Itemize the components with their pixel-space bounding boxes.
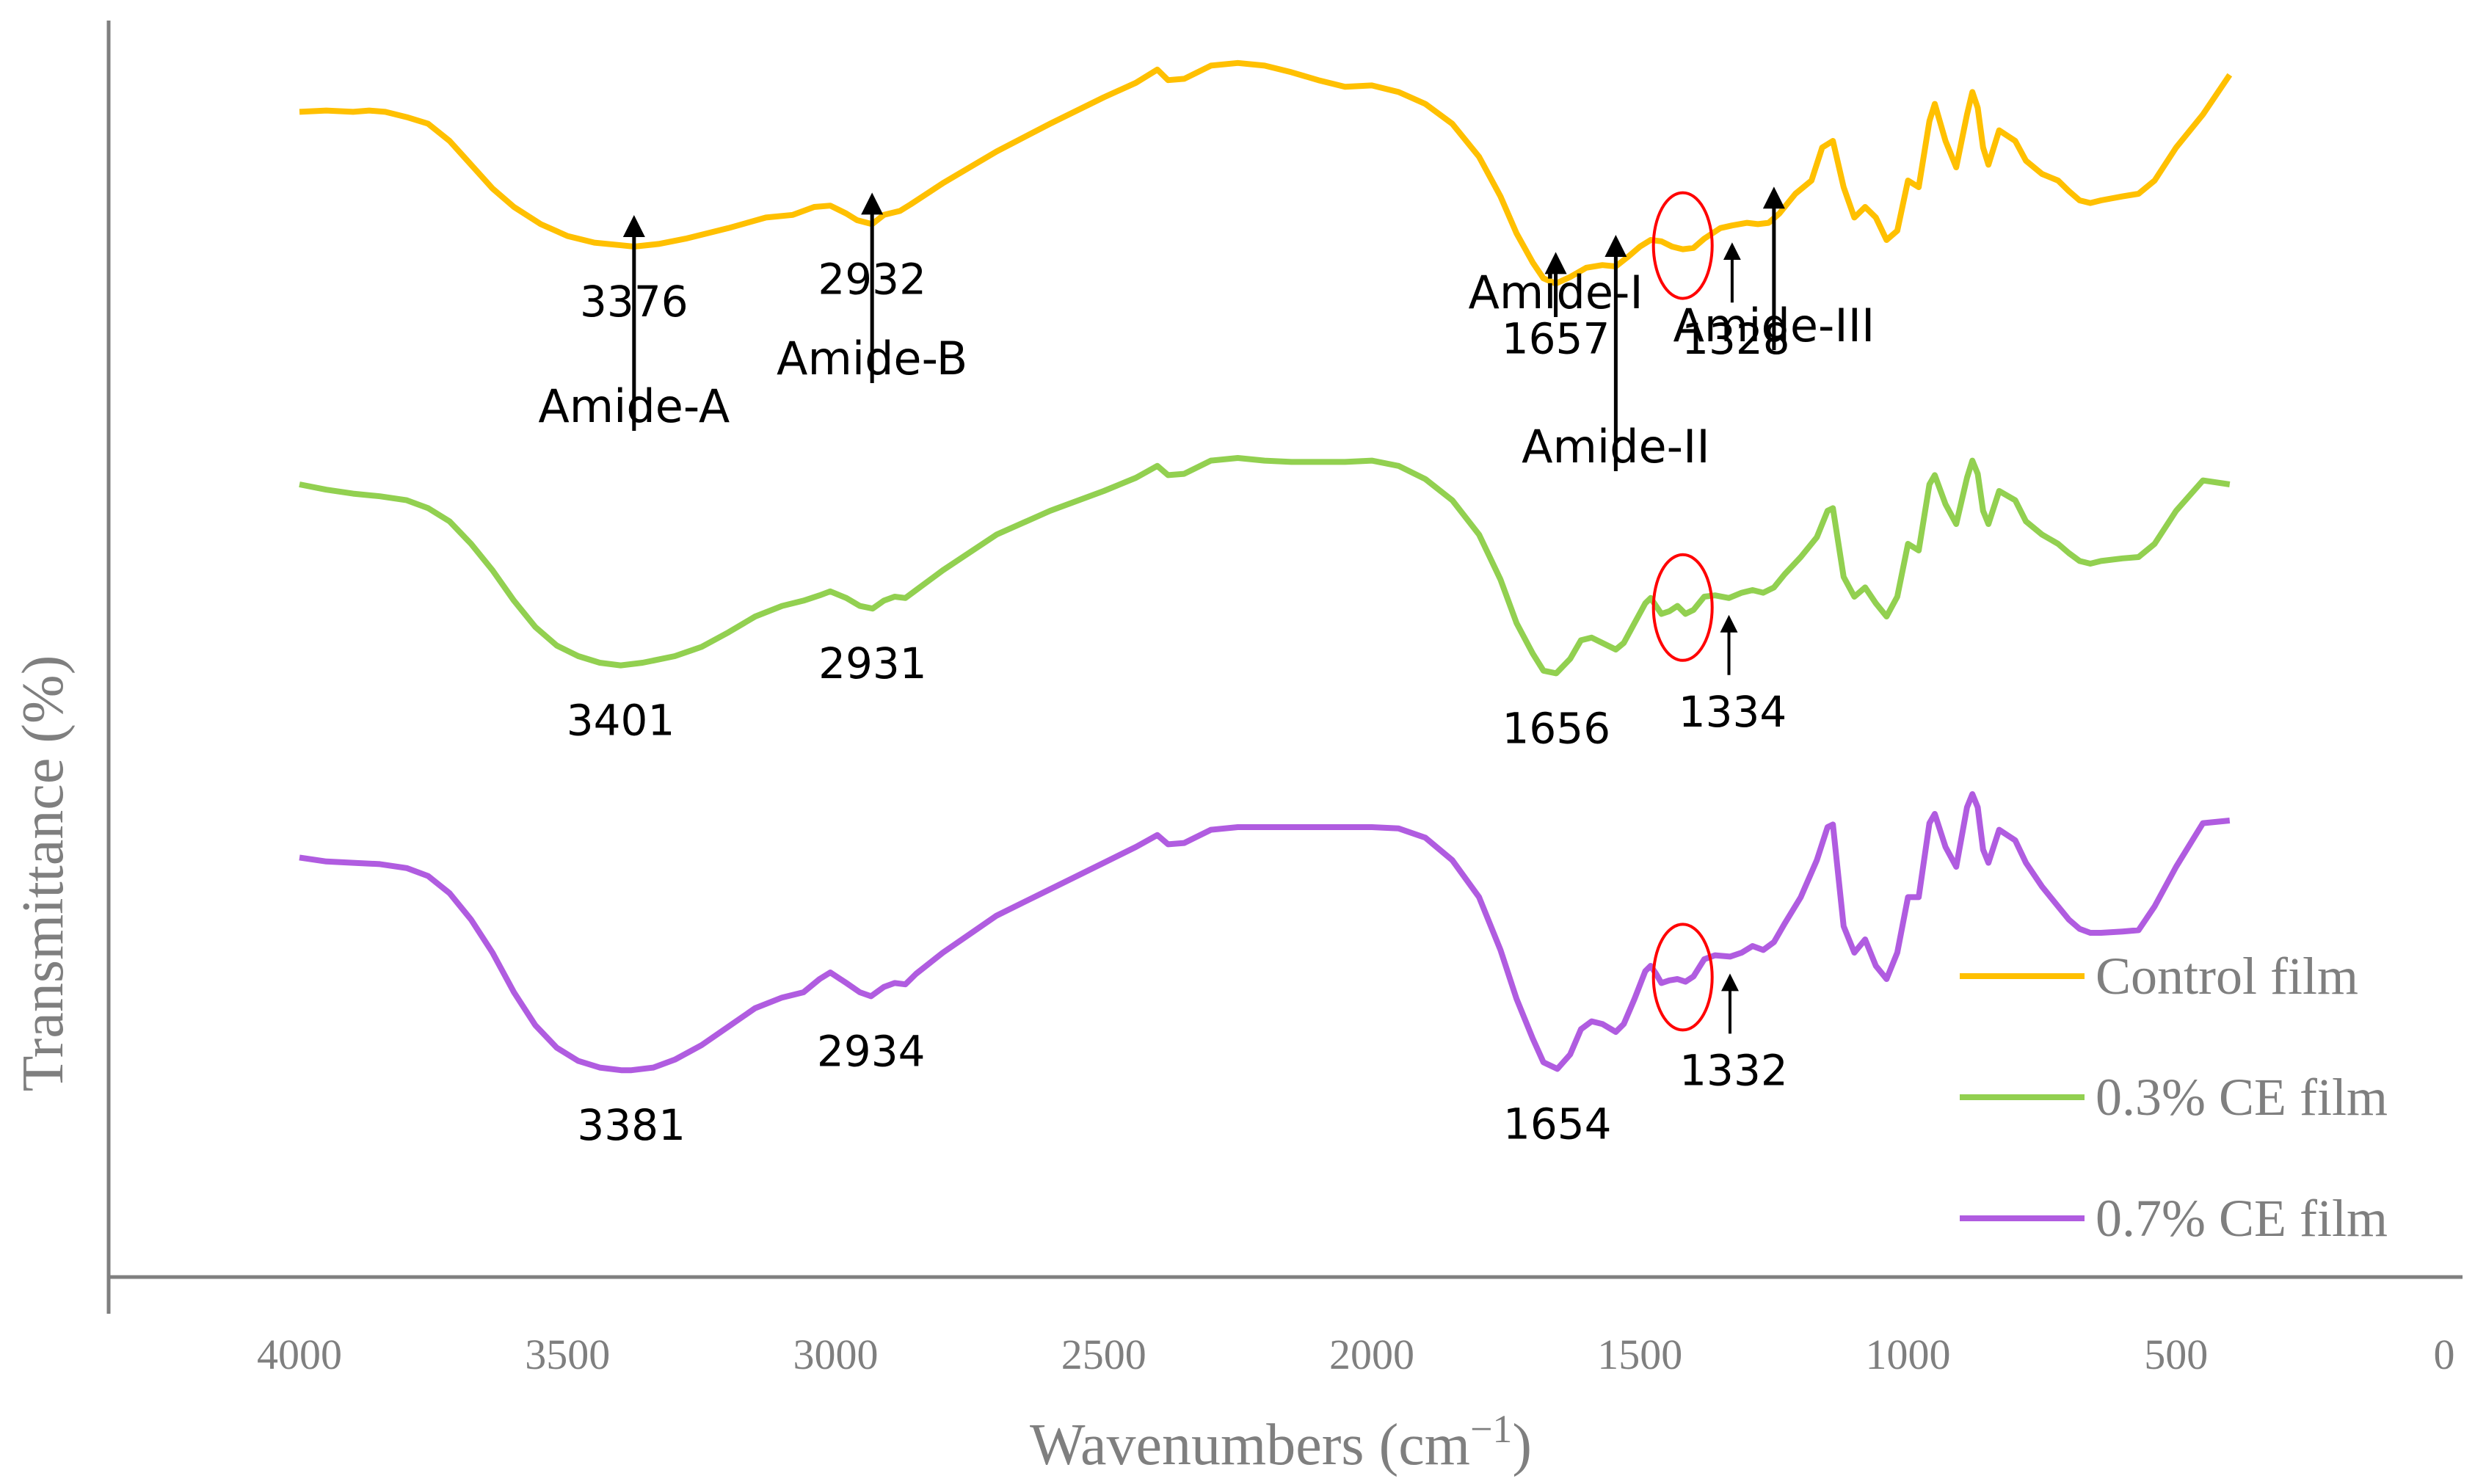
x-tick-label-3000: 3000 — [793, 1331, 879, 1378]
x-tick-label-500: 500 — [2144, 1331, 2208, 1378]
legend: Control film 0.3% CE film 0.7% CE film — [1960, 947, 2388, 1248]
peak-label-1328: 1328 — [1682, 314, 1790, 364]
highlight-circle-3 — [1651, 923, 1714, 1032]
peak-labels: 3376 2932 1657 1328 3401 2931 1656 1334 3381 2934… — [567, 242, 1790, 1150]
x-tick-labels: 4000 3500 3000 2500 2000 1500 1000 500 0 — [257, 1331, 2455, 1378]
legend-label-0-3-ce-film: 0.3% CE film — [2096, 1068, 2388, 1127]
legend-label-control-film: Control film — [2096, 947, 2358, 1005]
peak-label-1656: 1656 — [1502, 703, 1610, 753]
x-tick-label-2500: 2500 — [1061, 1331, 1146, 1378]
peak-label-1657: 1657 — [1502, 313, 1610, 363]
x-tick-label-1000: 1000 — [1866, 1331, 1951, 1378]
x-axis-title-main: Wavenumbers (cm — [1030, 1413, 1470, 1477]
highlight-circle-2 — [1651, 553, 1714, 662]
x-axis-title: Wavenumbers (cm−1) — [1030, 1407, 1532, 1477]
peak-label-3401: 3401 — [567, 696, 675, 746]
x-axis-title-end: ) — [1512, 1413, 1532, 1477]
series-line-0-3-ce-film — [299, 455, 2231, 677]
peak-label-1332: 1332 — [1679, 1045, 1788, 1095]
peak-label-1334: 1334 — [1679, 687, 1787, 737]
x-tick-label-0: 0 — [2434, 1331, 2455, 1378]
peak-label-1654: 1654 — [1503, 1099, 1612, 1149]
series-lines — [299, 59, 2233, 1074]
peak-label-2934: 2934 — [817, 1026, 926, 1076]
series-line-0-7-ce-film — [299, 791, 2231, 1074]
x-tick-label-2000: 2000 — [1329, 1331, 1414, 1378]
y-axis-title: Transmittance (%) — [11, 655, 76, 1092]
x-tick-label-1500: 1500 — [1597, 1331, 1682, 1378]
highlight-circles — [1651, 191, 1714, 1032]
peak-label-3376: 3376 — [580, 277, 688, 327]
peak-label-2931: 2931 — [818, 639, 927, 688]
legend-label-0-7-ce-film: 0.7% CE film — [2096, 1189, 2388, 1248]
x-tick-label-4000: 4000 — [257, 1331, 342, 1378]
series-line-control-film — [299, 59, 2233, 287]
highlight-circle-1 — [1651, 191, 1714, 300]
x-tick-label-3500: 3500 — [525, 1331, 610, 1378]
peak-label-2932: 2932 — [818, 254, 926, 304]
peak-label-3381: 3381 — [577, 1100, 686, 1150]
x-axis-title-unit-sup: −1 — [1470, 1407, 1512, 1451]
